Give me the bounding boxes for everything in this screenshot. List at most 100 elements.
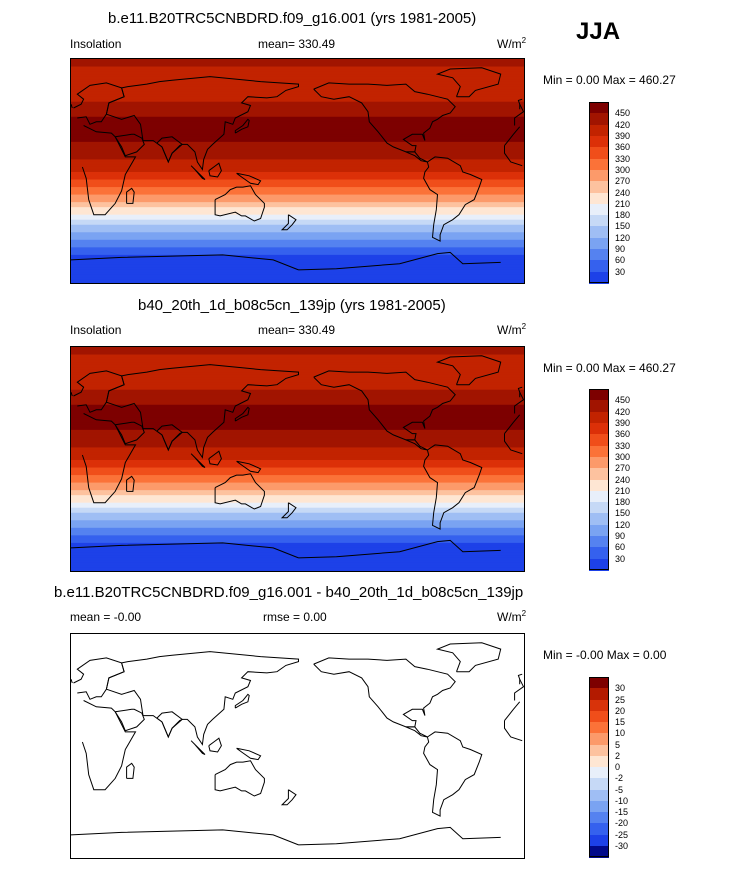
coastline	[435, 642, 502, 673]
field-band	[71, 187, 524, 191]
panel3-colorbar-tick-label: 30	[615, 683, 626, 694]
field-band	[71, 500, 524, 504]
field-band	[71, 399, 524, 403]
field-band	[71, 229, 524, 233]
panel3-colorbar-box	[589, 812, 609, 824]
field-band	[71, 177, 524, 181]
coastline	[208, 450, 222, 466]
field-band	[71, 490, 524, 494]
field-band	[71, 79, 524, 83]
field-band	[71, 532, 524, 536]
panel1-colorbar-box	[589, 203, 609, 216]
panel2-colorbar-box	[589, 389, 609, 401]
field-band	[71, 179, 524, 183]
field-band	[71, 274, 524, 279]
panel1-colorbar-box	[589, 124, 609, 137]
field-band	[71, 409, 524, 413]
panel3-mean-label: mean = -0.00	[70, 610, 142, 624]
panel2-colorbar-box	[589, 422, 609, 435]
panel3-colorbar-tick-label: -30	[615, 840, 629, 851]
panel3-colorbar-box	[589, 744, 609, 757]
panel3-colorbar-box	[589, 778, 609, 790]
field-band	[71, 419, 524, 423]
coastline	[236, 747, 262, 761]
field-band	[71, 272, 524, 276]
field-band	[71, 71, 524, 75]
panel2-colorbar-box	[589, 490, 609, 503]
field-band	[71, 387, 524, 391]
field-band	[71, 447, 524, 451]
panel2-field	[71, 347, 524, 571]
panel1-colorbar-box	[589, 192, 609, 205]
field-band	[71, 86, 524, 90]
field-band	[71, 197, 524, 201]
field-band	[71, 141, 524, 145]
panel2-colorbar-tick-label: 240	[615, 474, 631, 485]
panel2-colorbar-tick-label: 360	[615, 429, 631, 440]
panel1-colorbar-box	[589, 215, 609, 227]
panel1-colorbar-tick-label: 120	[615, 232, 631, 243]
panel3-map	[70, 633, 525, 859]
field-band	[71, 347, 524, 351]
field-band	[71, 81, 524, 85]
panel3-rmse-label: rmse = 0.00	[263, 610, 327, 624]
field-band	[71, 424, 524, 428]
panel2-minmax: Min = 0.00 Max = 460.27	[543, 361, 676, 375]
field-band	[71, 61, 524, 65]
coastline	[81, 125, 523, 216]
panel3-colorbar-box	[589, 823, 609, 835]
field-band	[71, 116, 524, 120]
field-band	[71, 156, 524, 161]
coastline	[280, 214, 297, 231]
field-band	[71, 565, 524, 569]
panel1-colorbar-tick-label: 450	[615, 108, 631, 119]
panel3-colorbar-tick-label: 2	[615, 750, 621, 761]
panel1-colorbar-tick-label: 90	[615, 244, 626, 255]
panel3-colorbar-box	[589, 710, 609, 723]
field-band	[71, 202, 524, 206]
panel1-colorbar-box	[589, 147, 609, 160]
field-band	[71, 402, 524, 406]
coastline	[81, 413, 523, 504]
panel2-title: b40_20th_1d_b08c5cn_139jp (yrs 1981-2005…	[138, 297, 446, 314]
field-band	[71, 119, 524, 123]
coastline	[214, 760, 265, 797]
field-band	[71, 264, 524, 269]
panel3-colorbar-tick-label: 20	[615, 705, 626, 716]
coastline	[423, 156, 483, 242]
panel2-colorbar-box	[589, 445, 609, 458]
field-band	[71, 460, 524, 464]
field-band	[71, 542, 524, 546]
panel3-colorbar-tick-label: -25	[615, 829, 629, 840]
field-band	[71, 552, 524, 557]
coastline	[214, 185, 265, 222]
coastline	[405, 726, 428, 738]
field-band	[71, 515, 524, 519]
field-band	[71, 209, 524, 213]
coastline	[114, 421, 145, 445]
panel3-colorbar-box	[589, 800, 609, 813]
panel1-minmax: Min = 0.00 Max = 460.27	[543, 73, 676, 87]
panel1-colorbar-tick-label: 330	[615, 153, 631, 164]
field-band	[71, 262, 524, 266]
field-band	[71, 239, 524, 243]
field-band	[71, 154, 524, 158]
panel2-colorbar-box	[589, 400, 609, 413]
panel2-colorbar-box	[589, 479, 609, 492]
field-band	[71, 439, 524, 444]
field-band	[71, 129, 524, 133]
coastline	[190, 740, 206, 755]
coastline	[234, 406, 250, 422]
field-band	[71, 475, 524, 479]
panel2-map	[70, 346, 525, 572]
field-band	[71, 234, 524, 238]
field-band	[71, 364, 524, 368]
panel3-colorbar-tick-label: -2	[615, 773, 624, 784]
panel3-colorbar-tick-label: -10	[615, 795, 629, 806]
field-band	[71, 254, 524, 258]
field-band	[71, 444, 524, 449]
panel2-colorbar-tick-label: 120	[615, 519, 631, 530]
panel1-colorbar-tick-label: 270	[615, 176, 631, 187]
field-band	[71, 432, 524, 436]
coastline	[236, 172, 262, 186]
